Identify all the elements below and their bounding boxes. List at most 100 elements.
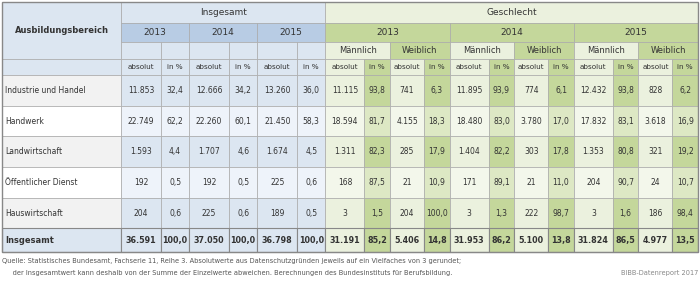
Text: Weiblich: Weiblich — [402, 46, 438, 55]
Bar — [574, 198, 613, 228]
Bar — [548, 198, 574, 228]
Bar — [514, 59, 548, 75]
Bar — [365, 136, 390, 167]
Text: 83,0: 83,0 — [493, 117, 510, 126]
Text: 100,0: 100,0 — [162, 236, 188, 245]
Text: 93,8: 93,8 — [617, 86, 634, 95]
Bar — [489, 228, 514, 252]
Text: 4,4: 4,4 — [169, 147, 181, 156]
Bar — [449, 23, 574, 42]
Bar — [673, 167, 698, 198]
Bar — [548, 106, 574, 136]
Text: Insgesamt: Insgesamt — [199, 8, 246, 17]
Text: in %: in % — [553, 64, 569, 70]
Bar — [548, 228, 574, 252]
Text: 303: 303 — [524, 147, 538, 156]
Bar — [326, 136, 365, 167]
Bar — [229, 59, 258, 75]
Text: 90,7: 90,7 — [617, 178, 634, 187]
Text: 12.666: 12.666 — [196, 86, 223, 95]
Bar — [489, 198, 514, 228]
Bar — [326, 59, 365, 75]
Bar — [638, 75, 673, 106]
Bar — [424, 167, 449, 198]
Bar — [390, 42, 449, 59]
Text: 17,9: 17,9 — [428, 147, 445, 156]
Text: Geschlecht: Geschlecht — [486, 8, 537, 17]
Bar — [229, 198, 258, 228]
Text: 204: 204 — [400, 208, 414, 218]
Bar — [298, 42, 326, 59]
Bar — [229, 42, 258, 59]
Text: 11.895: 11.895 — [456, 86, 482, 95]
Text: 2015: 2015 — [280, 28, 302, 37]
Bar — [638, 167, 673, 198]
Text: 192: 192 — [202, 178, 216, 187]
Bar — [390, 136, 424, 167]
Bar — [673, 136, 698, 167]
Text: 3: 3 — [342, 208, 347, 218]
Bar — [673, 75, 698, 106]
Bar — [326, 23, 449, 42]
Bar — [548, 167, 574, 198]
Text: 828: 828 — [648, 86, 663, 95]
Text: in %: in % — [235, 64, 251, 70]
Text: 6,1: 6,1 — [555, 86, 567, 95]
Bar — [424, 75, 449, 106]
Bar — [489, 167, 514, 198]
Bar — [574, 167, 613, 198]
Text: 86,5: 86,5 — [616, 236, 636, 245]
Bar — [638, 136, 673, 167]
Bar — [258, 75, 298, 106]
Bar — [390, 167, 424, 198]
Text: in %: in % — [370, 64, 385, 70]
Bar — [449, 198, 489, 228]
Bar — [2, 228, 121, 252]
Bar — [574, 42, 638, 59]
Bar — [298, 228, 326, 252]
Bar — [326, 75, 365, 106]
Text: 82,3: 82,3 — [369, 147, 386, 156]
Bar — [326, 2, 698, 23]
Bar — [613, 136, 638, 167]
Bar — [2, 136, 121, 167]
Text: 17,0: 17,0 — [552, 117, 569, 126]
Bar — [161, 198, 189, 228]
Text: Männlich: Männlich — [339, 46, 377, 55]
Text: 14,8: 14,8 — [427, 236, 447, 245]
Text: Industrie und Handel: Industrie und Handel — [5, 86, 85, 95]
Bar — [489, 136, 514, 167]
Bar — [390, 59, 424, 75]
Bar — [189, 59, 229, 75]
Text: 98,4: 98,4 — [677, 208, 694, 218]
Bar — [229, 167, 258, 198]
Bar — [365, 106, 390, 136]
Text: 774: 774 — [524, 86, 538, 95]
Text: 89,1: 89,1 — [493, 178, 510, 187]
Bar — [514, 228, 548, 252]
Text: 0,6: 0,6 — [305, 178, 317, 187]
Bar — [638, 106, 673, 136]
Text: absolut: absolut — [456, 64, 482, 70]
Bar — [189, 42, 229, 59]
Text: 0,5: 0,5 — [237, 178, 249, 187]
Bar — [613, 75, 638, 106]
Text: 83,1: 83,1 — [617, 117, 634, 126]
Bar — [298, 167, 326, 198]
Text: Landwirtschaft: Landwirtschaft — [5, 147, 62, 156]
Text: 36.591: 36.591 — [126, 236, 156, 245]
Bar — [326, 167, 365, 198]
Text: absolut: absolut — [580, 64, 607, 70]
Bar — [121, 75, 161, 106]
Text: 16,9: 16,9 — [677, 117, 694, 126]
Bar — [548, 136, 574, 167]
Text: 93,8: 93,8 — [369, 86, 386, 95]
Bar — [514, 75, 548, 106]
Text: Quelle: Statistisches Bundesamt, Fachserie 11, Reihe 3. Absolutwerte aus Datensc: Quelle: Statistisches Bundesamt, Fachser… — [2, 258, 461, 264]
Bar — [189, 106, 229, 136]
Bar — [189, 23, 258, 42]
Text: 12.432: 12.432 — [580, 86, 606, 95]
Bar — [548, 59, 574, 75]
Bar — [258, 228, 298, 252]
Text: 6,3: 6,3 — [430, 86, 443, 95]
